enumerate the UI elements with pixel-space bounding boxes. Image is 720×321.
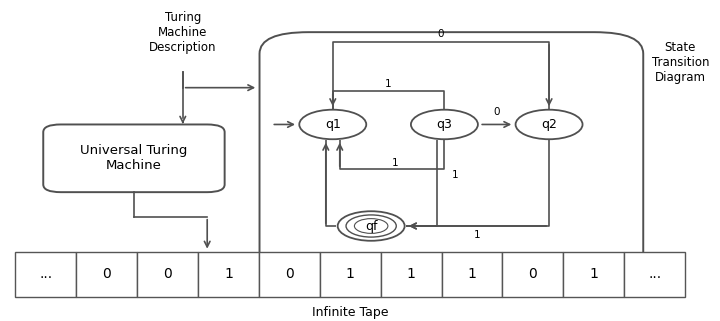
Text: ...: ... xyxy=(648,267,661,282)
Text: Turing
Machine
Description: Turing Machine Description xyxy=(149,11,217,54)
Circle shape xyxy=(411,110,478,139)
Text: 1: 1 xyxy=(467,267,477,282)
Text: 1: 1 xyxy=(392,158,399,168)
Circle shape xyxy=(338,211,405,241)
Text: 0: 0 xyxy=(163,267,172,282)
Bar xyxy=(441,252,503,297)
Text: qf: qf xyxy=(365,220,377,232)
FancyBboxPatch shape xyxy=(43,125,225,192)
Text: 1: 1 xyxy=(224,267,233,282)
Text: 1: 1 xyxy=(385,79,392,89)
Text: 1: 1 xyxy=(407,267,415,282)
Circle shape xyxy=(300,110,366,139)
Bar xyxy=(259,252,320,297)
Bar xyxy=(198,252,259,297)
Bar xyxy=(381,252,441,297)
Circle shape xyxy=(516,110,582,139)
Bar xyxy=(320,252,381,297)
Text: q3: q3 xyxy=(436,118,452,131)
Text: q1: q1 xyxy=(325,118,341,131)
Text: 0: 0 xyxy=(102,267,111,282)
Text: Universal Turing
Machine: Universal Turing Machine xyxy=(80,144,188,172)
Text: 0: 0 xyxy=(493,107,500,117)
Text: 1: 1 xyxy=(346,267,355,282)
Bar xyxy=(503,252,563,297)
Text: 0: 0 xyxy=(285,267,294,282)
Bar xyxy=(137,252,198,297)
Text: 1: 1 xyxy=(590,267,598,282)
Text: 0: 0 xyxy=(528,267,537,282)
FancyBboxPatch shape xyxy=(259,32,643,284)
Text: 0: 0 xyxy=(438,29,444,39)
Text: 1: 1 xyxy=(474,230,480,240)
Bar xyxy=(15,252,76,297)
Text: State
Transition
Diagram: State Transition Diagram xyxy=(652,41,709,84)
Text: q2: q2 xyxy=(541,118,557,131)
Text: Infinite Tape: Infinite Tape xyxy=(312,306,389,319)
Bar xyxy=(563,252,624,297)
Bar xyxy=(624,252,685,297)
Text: ...: ... xyxy=(39,267,53,282)
Bar xyxy=(76,252,137,297)
Text: 1: 1 xyxy=(451,170,458,180)
